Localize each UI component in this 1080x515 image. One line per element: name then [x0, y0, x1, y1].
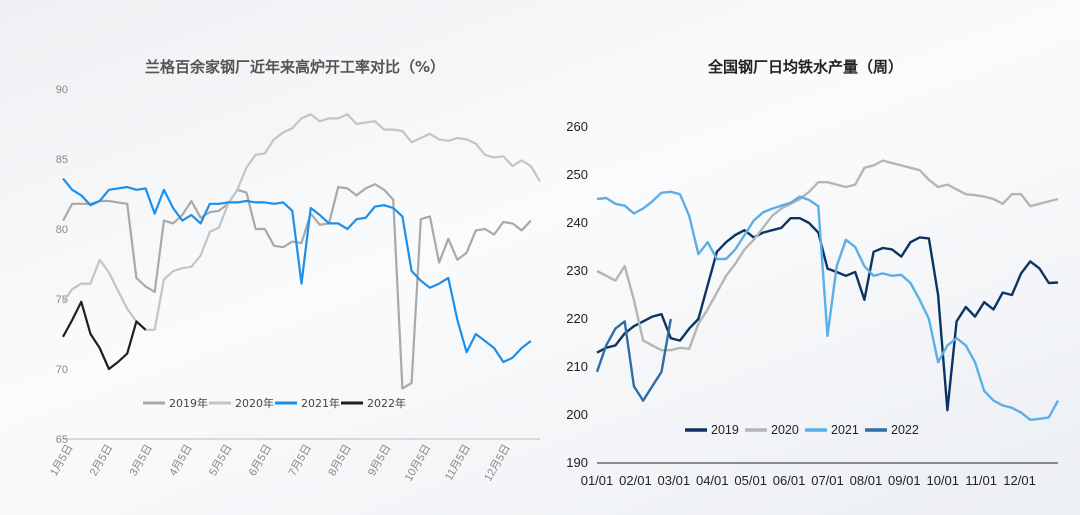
x-tick-label: 06/01 [773, 473, 806, 488]
series-line [596, 190, 1060, 421]
x-tick-label: 12月5日 [482, 443, 513, 484]
x-tick-label: 05/01 [734, 473, 767, 488]
y-tick-label: 230 [566, 263, 588, 278]
y-tick-label: 210 [566, 359, 588, 374]
chart-plot: 65 70 75 80 85 90 1月5日 2月5日 3月5日 4月5日 5月5日 6月5日 7月5日… [48, 84, 541, 484]
y-tick-label: 80 [56, 224, 68, 236]
series-line [596, 216, 1059, 412]
y-tick-label: 190 [566, 455, 588, 470]
x-tick-label: 7月5日 [287, 443, 315, 479]
blast-furnace-rate-chart: 兰格百余家钢厂近年来高炉开工率对比（%） 65 70 75 80 85 90 1月5日 2月5… [48, 58, 541, 484]
series-line [62, 113, 541, 331]
x-tick-label: 2月5日 [88, 443, 116, 479]
series-line [62, 177, 532, 364]
legend-label: 2019 [711, 423, 739, 437]
series-line [596, 159, 1059, 352]
x-tick-label: 09/01 [888, 473, 921, 488]
legend-label: 2019年 [169, 396, 208, 410]
legend-label: 2021 [831, 423, 859, 437]
x-tick-label: 04/01 [696, 473, 729, 488]
x-tick-label: 11月5日 [443, 443, 473, 483]
y-tick-label: 75 [56, 294, 68, 306]
hot-metal-output-chart: 全国钢厂日均铁水产量（周） 190 200 210 220 230 240 250 260 01… [560, 0, 1080, 515]
y-tick-label: 65 [56, 434, 68, 446]
y-tick-label: 260 [566, 119, 588, 134]
y-tick-label: 240 [566, 215, 588, 230]
x-tick-label: 4月5日 [167, 443, 195, 479]
series-line [595, 318, 672, 402]
y-tick-label: 200 [566, 407, 588, 422]
x-tick-label: 9月5日 [366, 443, 394, 479]
x-tick-label: 3月5日 [128, 443, 156, 479]
x-tick-label: 12/01 [1003, 473, 1036, 488]
x-tick-label: 10月5日 [403, 443, 434, 484]
x-tick-label: 8月5日 [326, 443, 354, 479]
y-tick-label: 90 [56, 84, 68, 96]
y-tick-label: 85 [56, 154, 68, 166]
x-tick-label: 10/01 [926, 473, 959, 488]
x-tick-label: 01/01 [581, 473, 614, 488]
x-tick-label: 11/01 [965, 473, 997, 488]
legend-label: 2022年 [367, 396, 406, 410]
legend-label: 2020年 [235, 396, 274, 410]
series-line [62, 183, 532, 390]
y-tick-label: 250 [566, 167, 588, 182]
y-tick-label: 70 [56, 364, 68, 376]
legend-label: 2020 [771, 423, 799, 437]
chart-title: 全国钢厂日均铁水产量（周） [708, 58, 904, 76]
series-line [62, 300, 147, 371]
x-tick-label: 6月5日 [247, 443, 275, 479]
x-tick-label: 03/01 [658, 473, 691, 488]
y-tick-label: 220 [566, 311, 588, 326]
chart-title: 兰格百余家钢厂近年来高炉开工率对比（%） [145, 58, 446, 76]
legend-label: 2021年 [301, 396, 340, 410]
chart-plot: 190 200 210 220 230 240 250 260 01/01 02/01 03/01 0… [566, 119, 1060, 488]
legend-label: 2022 [891, 423, 919, 437]
x-tick-label: 5月5日 [207, 443, 235, 479]
x-tick-label: 1月5日 [48, 443, 76, 479]
x-tick-label: 02/01 [619, 473, 652, 488]
x-tick-label: 08/01 [850, 473, 883, 488]
x-tick-label: 07/01 [811, 473, 844, 488]
